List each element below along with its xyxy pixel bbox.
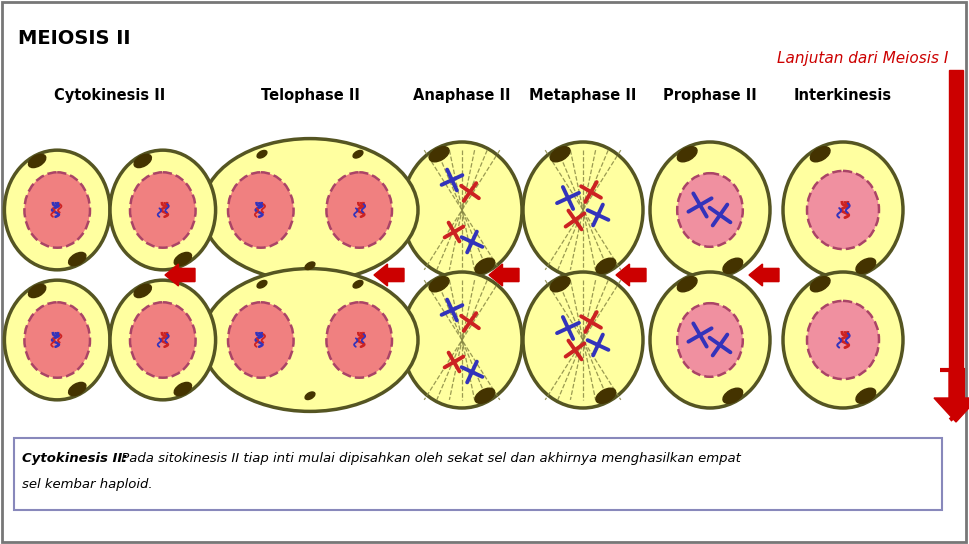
Ellipse shape <box>326 302 391 378</box>
Ellipse shape <box>401 142 521 278</box>
Ellipse shape <box>429 147 449 162</box>
Ellipse shape <box>305 392 315 399</box>
Text: Metaphase II: Metaphase II <box>529 88 636 103</box>
Ellipse shape <box>202 269 418 411</box>
Ellipse shape <box>855 258 875 273</box>
Ellipse shape <box>522 142 642 278</box>
Ellipse shape <box>722 258 742 273</box>
Ellipse shape <box>228 172 294 248</box>
FancyArrow shape <box>165 264 195 286</box>
Ellipse shape <box>676 147 697 162</box>
Ellipse shape <box>549 277 570 292</box>
Ellipse shape <box>806 301 878 379</box>
Ellipse shape <box>109 150 215 270</box>
Ellipse shape <box>549 147 570 162</box>
Ellipse shape <box>676 173 742 247</box>
Ellipse shape <box>5 150 109 270</box>
FancyArrow shape <box>374 264 403 286</box>
Ellipse shape <box>855 388 875 403</box>
Ellipse shape <box>809 277 829 292</box>
Ellipse shape <box>28 154 46 168</box>
Ellipse shape <box>28 285 46 298</box>
Ellipse shape <box>305 262 315 269</box>
Ellipse shape <box>475 388 494 403</box>
Text: Prophase II: Prophase II <box>663 88 756 103</box>
Ellipse shape <box>475 258 494 273</box>
Ellipse shape <box>782 142 902 278</box>
Ellipse shape <box>782 272 902 408</box>
Ellipse shape <box>24 302 90 378</box>
FancyArrow shape <box>615 264 645 286</box>
Ellipse shape <box>676 303 742 377</box>
Ellipse shape <box>109 280 215 400</box>
Text: Interkinesis: Interkinesis <box>793 88 891 103</box>
Ellipse shape <box>202 139 418 281</box>
Ellipse shape <box>806 171 878 249</box>
Text: Cytokinesis II:: Cytokinesis II: <box>22 452 127 465</box>
FancyArrow shape <box>748 264 778 286</box>
Text: Anaphase II: Anaphase II <box>413 88 511 103</box>
Text: Lanjutan dari Meiosis I: Lanjutan dari Meiosis I <box>776 51 947 65</box>
Ellipse shape <box>595 258 615 273</box>
Text: Pada sitokinesis II tiap inti mulai dipisahkan oleh sekat sel dan akhirnya mengh: Pada sitokinesis II tiap inti mulai dipi… <box>117 452 740 465</box>
Ellipse shape <box>174 382 191 395</box>
Ellipse shape <box>130 172 196 248</box>
Ellipse shape <box>809 147 829 162</box>
Ellipse shape <box>522 272 642 408</box>
Polygon shape <box>933 370 969 422</box>
Text: sel kembar haploid.: sel kembar haploid. <box>22 478 152 491</box>
Ellipse shape <box>24 172 90 248</box>
Ellipse shape <box>649 272 769 408</box>
Ellipse shape <box>228 302 294 378</box>
Ellipse shape <box>595 388 615 403</box>
Ellipse shape <box>353 281 362 288</box>
FancyArrow shape <box>488 264 518 286</box>
Ellipse shape <box>429 277 449 292</box>
Text: Cytokinesis II: Cytokinesis II <box>54 88 166 103</box>
Ellipse shape <box>401 272 521 408</box>
Ellipse shape <box>5 280 109 400</box>
Text: Telophase II: Telophase II <box>261 88 359 103</box>
Ellipse shape <box>134 154 151 168</box>
Ellipse shape <box>722 388 742 403</box>
Ellipse shape <box>676 277 697 292</box>
Ellipse shape <box>326 172 391 248</box>
Text: MEIOSIS II: MEIOSIS II <box>18 28 131 47</box>
Ellipse shape <box>134 285 151 298</box>
Ellipse shape <box>69 382 86 395</box>
Ellipse shape <box>130 302 196 378</box>
Ellipse shape <box>649 142 769 278</box>
Ellipse shape <box>69 252 86 265</box>
Ellipse shape <box>257 281 266 288</box>
Ellipse shape <box>353 151 362 158</box>
Bar <box>948 70 962 370</box>
Bar <box>14 438 941 510</box>
Ellipse shape <box>257 151 266 158</box>
Ellipse shape <box>174 252 191 265</box>
